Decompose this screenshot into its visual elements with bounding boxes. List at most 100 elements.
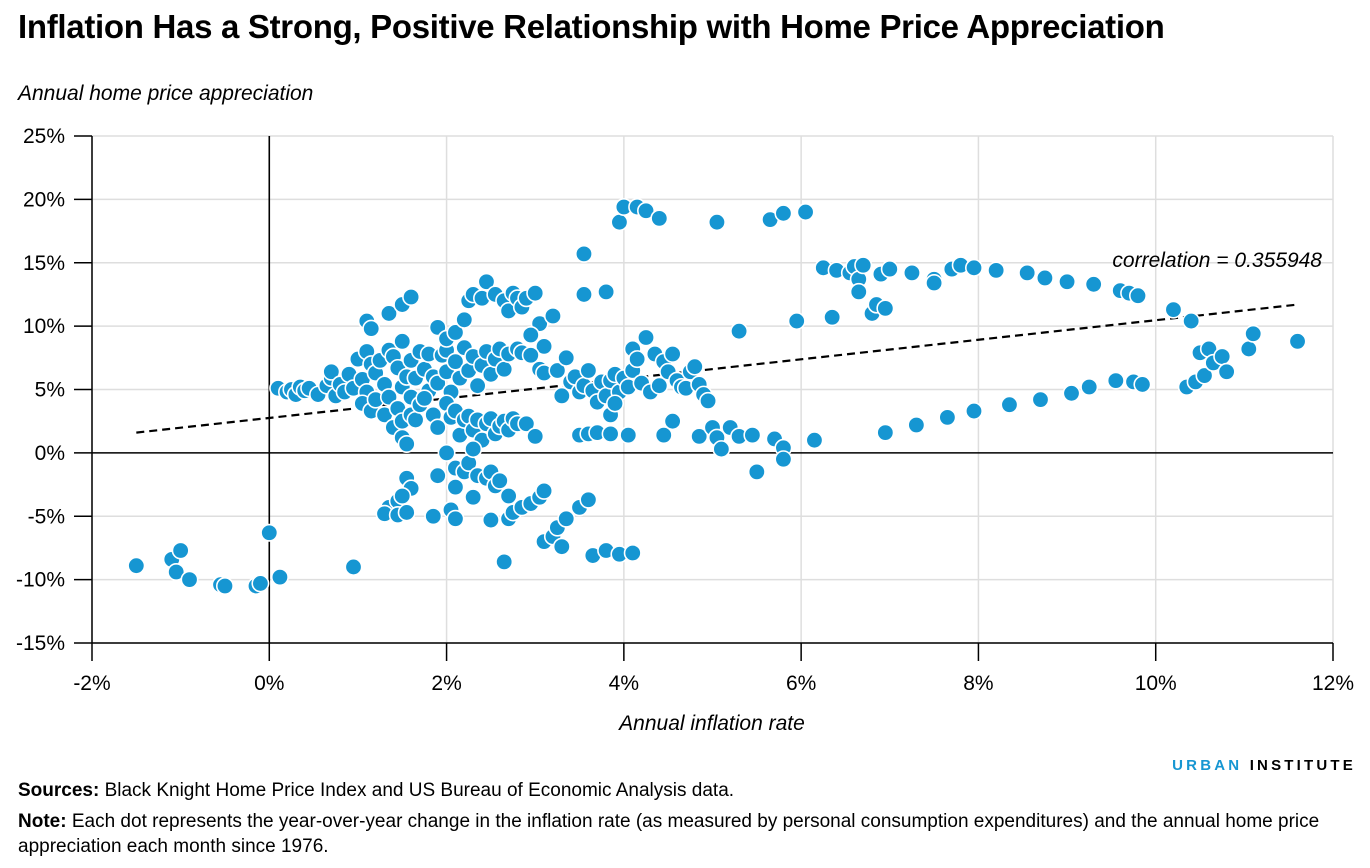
note-text: Each dot represents the year-over-year c… <box>18 811 1320 857</box>
correlation-annotation: correlation = 0.355948 <box>1112 249 1322 272</box>
brand-institute: INSTITUTE <box>1249 757 1356 774</box>
data-point <box>1084 275 1103 294</box>
data-point <box>535 337 554 356</box>
data-point <box>322 362 341 381</box>
data-point <box>1031 390 1050 409</box>
brand-logo: URBAN INSTITUTE <box>1172 757 1356 774</box>
data-point <box>685 357 704 376</box>
data-point <box>495 552 514 571</box>
data-point <box>415 389 434 408</box>
data-point <box>446 509 465 528</box>
data-point <box>1133 375 1152 394</box>
data-point <box>876 423 895 442</box>
y-tick-label: -5% <box>28 505 65 528</box>
data-point <box>1000 395 1019 414</box>
data-point <box>393 332 412 351</box>
data-point <box>548 361 567 380</box>
data-point <box>379 304 398 323</box>
sources-text: Black Knight Home Price Index and US Bur… <box>104 780 735 801</box>
x-axis-title: Annual inflation rate <box>617 712 805 735</box>
brand-urban: URBAN <box>1172 757 1243 774</box>
data-point <box>362 319 381 338</box>
data-point <box>344 557 363 576</box>
data-point <box>1106 371 1125 390</box>
sources-label: Sources: <box>18 780 100 801</box>
data-point <box>699 391 718 410</box>
data-point <box>402 287 421 306</box>
data-point <box>167 563 186 582</box>
data-point <box>854 256 873 275</box>
data-point <box>521 346 540 365</box>
data-point <box>526 284 545 303</box>
data-point <box>849 282 868 301</box>
data-point <box>521 325 540 344</box>
data-point <box>477 272 496 291</box>
data-point <box>964 258 983 277</box>
data-point <box>397 435 416 454</box>
data-point <box>180 570 199 589</box>
sources-note: Sources: Black Knight Home Price Index a… <box>18 778 734 803</box>
data-point <box>428 418 447 437</box>
y-tick-label: 20% <box>23 188 65 211</box>
chart-title: Inflation Has a Strong, Positive Relatio… <box>18 8 1165 45</box>
x-tick-label: 2% <box>431 672 461 695</box>
y-tick-label: -10% <box>16 569 65 592</box>
y-axis-title: Annual home price appreciation <box>18 82 314 105</box>
data-point <box>597 282 616 301</box>
data-point <box>743 426 762 445</box>
y-tick-label: 25% <box>23 125 65 148</box>
data-point <box>499 486 518 505</box>
data-point <box>907 415 926 434</box>
data-point <box>446 323 465 342</box>
data-point <box>650 376 669 395</box>
data-point <box>987 261 1006 280</box>
data-point <box>464 440 483 459</box>
data-point <box>428 466 447 485</box>
axis-layer <box>74 135 1334 661</box>
points-layer <box>127 197 1307 595</box>
y-tick-label: 15% <box>23 252 65 275</box>
data-point <box>397 503 416 522</box>
data-point <box>796 203 815 222</box>
note-label: Note: <box>18 811 67 832</box>
data-point <box>481 511 500 530</box>
data-point <box>446 352 465 371</box>
x-tick-label: 8% <box>963 672 993 695</box>
data-point <box>601 424 620 443</box>
y-tick-label: 0% <box>35 442 65 465</box>
data-point <box>690 427 709 446</box>
data-point <box>579 490 598 509</box>
data-point <box>406 410 425 429</box>
y-tick-label: -15% <box>16 632 65 655</box>
data-point <box>1164 300 1183 319</box>
data-point <box>1128 286 1147 305</box>
data-point <box>1080 377 1099 396</box>
data-point <box>663 412 682 431</box>
data-point <box>215 576 234 595</box>
data-point <box>619 426 638 445</box>
data-point <box>437 443 456 462</box>
data-point <box>552 386 571 405</box>
data-point <box>1182 312 1201 331</box>
data-point <box>712 440 731 459</box>
data-point <box>495 360 514 379</box>
data-point <box>1239 339 1258 358</box>
x-tick-label: 0% <box>254 672 284 695</box>
data-point <box>424 507 443 526</box>
data-point <box>464 488 483 507</box>
data-point <box>964 402 983 421</box>
data-point <box>1058 272 1077 291</box>
x-tick-label: -2% <box>73 672 110 695</box>
data-point <box>610 213 629 232</box>
x-tick-label: 10% <box>1135 672 1177 695</box>
data-point <box>574 244 593 263</box>
data-point <box>925 274 944 293</box>
data-point <box>823 308 842 327</box>
data-point <box>650 209 669 228</box>
data-point <box>637 328 656 347</box>
data-point <box>468 376 487 395</box>
data-point <box>747 462 766 481</box>
data-point <box>543 306 562 325</box>
data-point <box>557 509 576 528</box>
data-point <box>637 201 656 220</box>
